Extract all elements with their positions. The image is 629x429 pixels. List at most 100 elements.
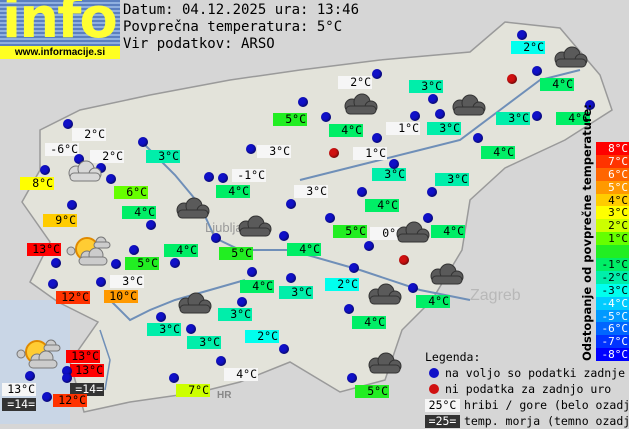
station-temperature: 3°C [279,286,313,299]
station-marker-available[interactable] [169,373,179,383]
partly-sunny-icon [15,338,61,374]
cloudy-icon [390,221,432,249]
station-marker-available[interactable] [138,137,148,147]
station-temperature: 4°C [540,78,574,91]
station-marker-available[interactable] [74,154,84,164]
station-marker-available[interactable] [408,283,418,293]
station-temperature: 5°C [273,113,307,126]
station-marker-available[interactable] [347,373,357,383]
cloudy-icon [172,292,214,320]
station-marker-available[interactable] [435,109,445,119]
station-marker-available[interactable] [62,366,72,376]
station-marker-available[interactable] [42,392,52,402]
station-temperature: 12°C [53,394,87,407]
station-marker-available[interactable] [237,297,247,307]
station-marker-available[interactable] [62,373,72,383]
station-temperature: 4°C [365,199,399,212]
station-marker-available[interactable] [216,356,226,366]
station-marker-available[interactable] [321,112,331,122]
station-marker-available[interactable] [204,172,214,182]
station-marker-available[interactable] [211,233,221,243]
station-marker-available[interactable] [532,66,542,76]
station-marker-available[interactable] [389,159,399,169]
station-marker-available[interactable] [423,213,433,223]
station-marker-available[interactable] [325,213,335,223]
station-temperature: 3°C [435,173,469,186]
station-marker-available[interactable] [349,263,359,273]
station-marker-available[interactable] [357,187,367,197]
station-temperature: 5°C [355,385,389,398]
station-marker-no-data[interactable] [329,148,339,158]
station-marker-available[interactable] [428,94,438,104]
station-temperature: 5°C [333,225,367,238]
station-marker-available[interactable] [427,187,437,197]
scale-step: 2°C [596,219,629,232]
scale-step: -7°C [596,335,629,348]
station-marker-available[interactable] [96,163,106,173]
station-marker-available[interactable] [106,174,116,184]
station-marker-available[interactable] [25,371,35,381]
station-marker-available[interactable] [186,324,196,334]
station-temperature: 13°C [27,243,61,256]
scale-step: 3°C [596,206,629,219]
station-marker-no-data[interactable] [399,255,409,265]
station-marker-available[interactable] [51,258,61,268]
station-marker-available[interactable] [344,304,354,314]
station-marker-available[interactable] [364,241,374,251]
cloudy-drizzle-icon [62,160,104,188]
station-marker-available[interactable] [146,220,156,230]
station-marker-available[interactable] [40,165,50,175]
station-marker-available[interactable] [298,97,308,107]
station-marker-available[interactable] [585,100,595,110]
station-marker-available[interactable] [372,69,382,79]
station-temperature: 8°C [20,177,54,190]
station-temperature: 3°C [409,80,443,93]
station-marker-available[interactable] [410,111,420,121]
station-temperature: 3°C [496,112,530,125]
station-marker-available[interactable] [517,30,527,40]
station-marker-available[interactable] [218,173,228,183]
station-marker-available[interactable] [286,199,296,209]
station-marker-available[interactable] [372,133,382,143]
station-marker-available[interactable] [156,312,166,322]
station-temperature: 3°C [427,122,461,135]
station-marker-available[interactable] [67,200,77,210]
deviation-scale: 8°C 7°C 6°C 5°C 4°C 3°C 2°C 1°C -1°C -2°C -3°C -4°C… [596,142,629,361]
legend-title: Legenda: [425,350,481,364]
station-marker-available[interactable] [279,344,289,354]
station-temperature: 2°C [511,41,545,54]
station-temperature: 2°C [325,278,359,291]
scale-step [596,245,629,259]
scale-step: -4°C [596,296,629,310]
station-marker-available[interactable] [286,273,296,283]
station-marker-available[interactable] [473,133,483,143]
station-temperature: 1°C [353,147,387,160]
station-temperature: 5°C [219,247,253,260]
station-marker-available[interactable] [111,259,121,269]
station-temperature: 13°C [66,350,100,363]
station-temperature: 3°C [187,336,221,349]
station-temperature: 9°C [43,214,77,227]
scale-step: -1°C [596,258,629,271]
station-temperature: 3°C [257,145,291,158]
station-marker-available[interactable] [129,245,139,255]
station-marker-available[interactable] [532,111,542,121]
station-marker-available[interactable] [279,231,289,241]
station-marker-available[interactable] [246,144,256,154]
site-url-link[interactable]: www.informacije.si [0,46,120,59]
cloudy-icon [232,215,274,243]
station-marker-no-data[interactable] [507,74,517,84]
station-marker-available[interactable] [247,267,257,277]
logo[interactable]: info [0,0,120,46]
station-marker-available[interactable] [96,277,106,287]
station-marker-available[interactable] [170,258,180,268]
station-marker-available[interactable] [48,279,58,289]
cloudy-icon [446,94,488,122]
legend-sea-sample: =25= [425,414,460,428]
station-temperature: -6°C [45,143,79,156]
cloudy-icon [362,352,404,380]
station-temperature: 2°C [245,330,279,343]
station-marker-available[interactable] [63,119,73,129]
station-temperature: 4°C [216,185,250,198]
station-temperature: 1°C [386,122,420,135]
